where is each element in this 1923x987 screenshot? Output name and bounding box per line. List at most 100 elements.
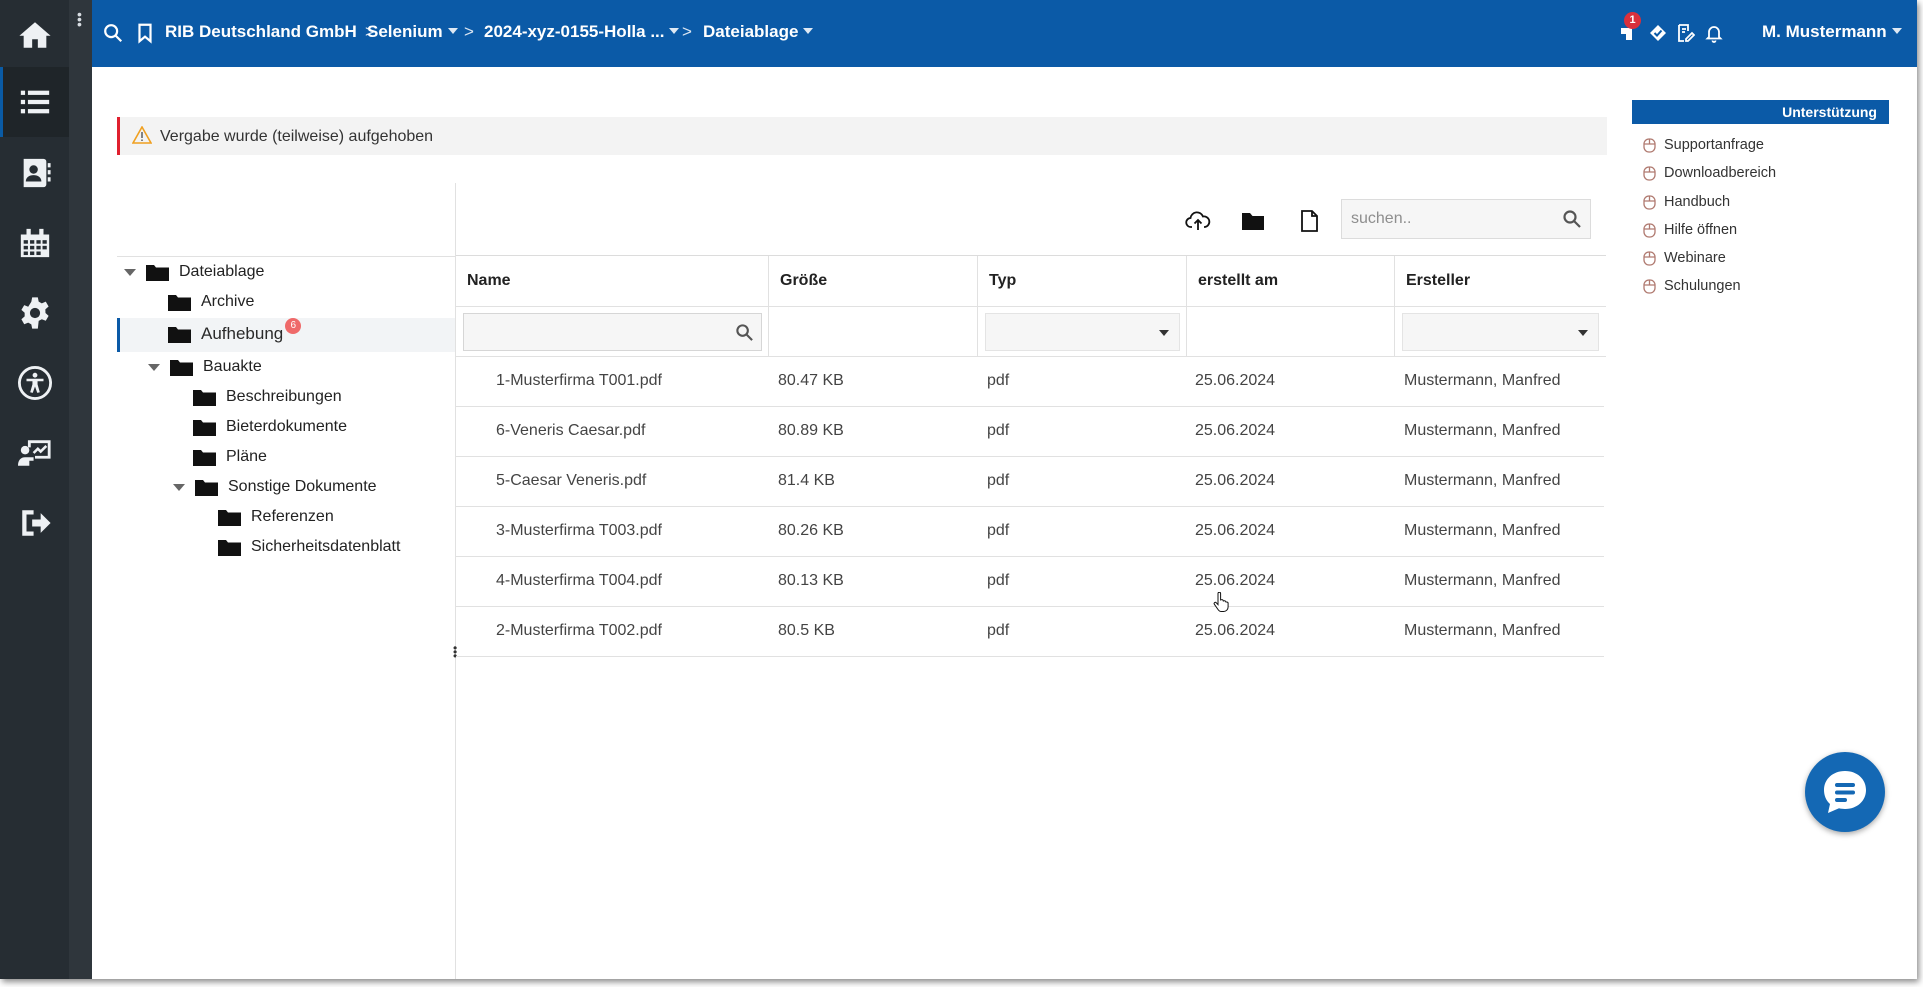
folder-icon (217, 537, 242, 557)
tree-node-bieterdokumente[interactable]: Bieterdokumente (192, 413, 347, 441)
search-icon[interactable] (102, 22, 124, 44)
header-divider (456, 306, 1606, 307)
table-row[interactable]: 6-Veneris Caesar.pdf 80.89 KB pdf 25.06.… (456, 407, 1604, 457)
table-row[interactable]: 3-Musterfirma T003.pdf 80.26 KB pdf 25.0… (456, 507, 1604, 557)
cell-name[interactable]: 2-Musterfirma T002.pdf (496, 622, 662, 639)
list-icon[interactable] (0, 67, 69, 137)
collapse-toggle-icon[interactable] (147, 360, 161, 374)
support-item[interactable]: Hilfe öffnen (1641, 221, 1776, 249)
table-row[interactable]: 2-Musterfirma T002.pdf 80.5 KB pdf 25.06… (456, 607, 1604, 657)
folder-icon (145, 262, 170, 282)
cell-name[interactable]: 6-Veneris Caesar.pdf (496, 422, 646, 439)
tree-node-aufhebung[interactable]: Aufhebung 6 (167, 318, 302, 348)
user-name: M. Mustermann (1762, 22, 1887, 41)
dropdown-arrow-icon (1159, 330, 1169, 336)
home-icon[interactable] (0, 0, 69, 70)
table-row[interactable]: 5-Caesar Veneris.pdf 81.4 KB pdf 25.06.2… (456, 457, 1604, 507)
collapse-toggle-icon[interactable] (172, 480, 186, 494)
cell-type: pdf (987, 422, 1010, 439)
support-item-label: Downloadbereich (1664, 165, 1777, 182)
tree-node-beschreibungen[interactable]: Beschreibungen (192, 383, 342, 411)
tree-node-bauakte[interactable]: Bauakte (147, 353, 262, 381)
cell-name[interactable]: 5-Caesar Veneris.pdf (496, 472, 647, 489)
chat-button[interactable] (1805, 752, 1885, 832)
folder-icon (192, 417, 217, 437)
cell-name[interactable]: 4-Musterfirma T004.pdf (496, 572, 662, 589)
column-header-size[interactable]: Größe (769, 256, 978, 306)
search-icon[interactable] (735, 323, 754, 342)
dropdown-arrow-icon (1578, 330, 1588, 336)
breadcrumb-tender-label: 2024-xyz-0155-Holla ... (484, 22, 665, 41)
filter-author-select[interactable] (1402, 313, 1599, 351)
column-header-author[interactable]: Ersteller (1406, 272, 1471, 289)
menu-dots-icon[interactable]: • • • (77, 6, 82, 32)
cell-size: 80.47 KB (778, 372, 844, 389)
contacts-icon[interactable] (0, 138, 69, 208)
search-input[interactable] (1342, 200, 1552, 238)
tree-node-plaene[interactable]: Pläne (192, 443, 267, 471)
logout-icon[interactable] (0, 488, 69, 558)
support-item-label: Schulungen (1664, 278, 1741, 295)
tree-node-label: Referenzen (251, 508, 334, 525)
new-file-icon[interactable] (1296, 208, 1322, 234)
tree-node-label: Sicherheitsdatenblatt (251, 538, 401, 555)
support-item[interactable]: Handbuch (1641, 193, 1776, 221)
tree-node-sonstige-dokumente[interactable]: Sonstige Dokumente (172, 473, 377, 501)
resize-handle-icon[interactable]: • • • (453, 641, 458, 663)
gear-icon[interactable] (0, 278, 69, 348)
tree-top-divider (117, 256, 455, 257)
cell-name[interactable]: 1-Musterfirma T001.pdf (496, 372, 662, 389)
cell-name[interactable]: 3-Musterfirma T003.pdf (496, 522, 662, 539)
presentation-icon[interactable] (0, 418, 69, 488)
tasks-icon[interactable] (1648, 23, 1668, 43)
cell-size: 81.4 KB (778, 472, 835, 489)
breadcrumb-tender[interactable]: 2024-xyz-0155-Holla ... (484, 22, 680, 42)
edit-document-icon[interactable] (1675, 23, 1696, 43)
column-header-name[interactable]: Name (456, 256, 769, 306)
column-header-type[interactable]: Typ (978, 256, 1187, 306)
mouse-icon (1643, 194, 1656, 210)
support-item-label: Handbuch (1664, 193, 1731, 210)
calendar-icon[interactable] (0, 208, 69, 278)
user-menu[interactable]: M. Mustermann (1762, 22, 1902, 42)
support-item[interactable]: Supportanfrage (1641, 136, 1776, 164)
support-item[interactable]: Schulungen (1641, 277, 1776, 305)
filter-name-input[interactable] (463, 313, 762, 351)
search-field[interactable] (1341, 199, 1591, 239)
collapse-toggle-icon[interactable] (123, 265, 137, 279)
folder-icon (217, 507, 242, 527)
filter-name-field[interactable] (464, 314, 761, 350)
tree-node-label: Dateiablage (179, 263, 265, 280)
tree-node-dateiablage[interactable]: Dateiablage (123, 258, 264, 286)
filter-cell-name (456, 307, 769, 357)
mouse-icon (1643, 279, 1656, 295)
filter-type-select[interactable] (985, 313, 1180, 351)
tree-node-archive[interactable]: Archive (167, 288, 254, 316)
bell-icon[interactable] (1704, 23, 1724, 43)
support-item-label: Webinare (1664, 250, 1726, 267)
breadcrumb-project[interactable]: Selenium (367, 22, 458, 42)
accessibility-icon[interactable] (0, 348, 69, 418)
support-list: Supportanfrage Downloadbereich Handbuch … (1641, 136, 1776, 306)
breadcrumb-dateiablage[interactable]: Dateiablage (703, 22, 814, 42)
folder-icon (192, 447, 217, 467)
upload-icon[interactable] (1185, 208, 1211, 234)
bookmark-icon[interactable] (134, 22, 156, 44)
cell-size: 80.13 KB (778, 572, 844, 589)
support-item-label: Hilfe öffnen (1664, 221, 1738, 238)
cell-type: pdf (987, 522, 1010, 539)
tree-node-sicherheitsdatenblatt[interactable]: Sicherheitsdatenblatt (217, 533, 400, 561)
search-icon[interactable] (1562, 209, 1582, 229)
table-row[interactable]: 4-Musterfirma T004.pdf 80.13 KB pdf 25.0… (456, 557, 1604, 607)
breadcrumb-company[interactable]: RIB Deutschland GmbH (165, 22, 357, 41)
chevron-down-icon (803, 28, 814, 34)
cell-type: pdf (987, 472, 1010, 489)
column-header-created[interactable]: erstellt am (1187, 256, 1395, 306)
messages-icon[interactable] (1617, 23, 1637, 43)
support-item[interactable]: Downloadbereich (1641, 164, 1776, 192)
tree-node-referenzen[interactable]: Referenzen (217, 503, 334, 531)
table-row[interactable]: 1-Musterfirma T001.pdf 80.47 KB pdf 25.0… (456, 357, 1604, 407)
support-item[interactable]: Webinare (1641, 249, 1776, 277)
new-folder-icon[interactable] (1240, 208, 1266, 234)
